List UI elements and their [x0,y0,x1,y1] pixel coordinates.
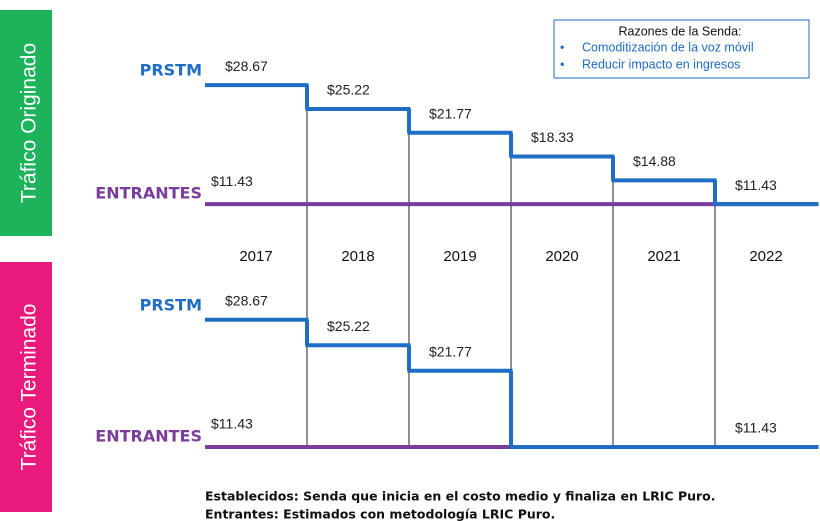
value-label: $25.22 [327,318,370,334]
annotation-item: Comoditización de la voz móvil [582,40,754,54]
panel-label: Tráfico Originado [18,43,41,203]
bullet: • [560,40,564,54]
series-label: ENTRANTES [95,184,202,203]
value-label: $11.43 [735,420,777,436]
annotation-title: Razones de la Senda: [618,24,741,38]
footer-note: Establecidos: Senda que inicia en el cos… [205,489,716,504]
value-label: $18.33 [531,129,574,145]
x-tick-label: 2019 [443,248,476,265]
series-label: PRSTM [140,61,202,80]
value-label: $21.77 [429,343,472,359]
value-label: $25.22 [327,82,370,98]
annotation-item: Reducir impacto en ingresos [582,57,740,71]
value-label: $11.43 [211,416,253,432]
value-label: $14.88 [633,153,676,169]
panel-label-box [0,262,52,512]
x-tick-label: 2020 [545,248,578,265]
value-label: $11.43 [735,177,777,193]
series-label: ENTRANTES [95,426,202,445]
panel-label-box [0,10,52,236]
series-label: PRSTM [140,295,202,314]
value-label: $11.43 [211,173,253,189]
x-tick-label: 2022 [749,248,782,265]
value-label: $21.77 [429,105,472,121]
value-label: $28.67 [225,293,268,309]
x-tick-label: 2018 [341,248,374,265]
value-label: $28.67 [225,58,268,74]
x-tick-label: 2021 [647,248,680,265]
bullet: • [560,57,564,71]
footer-note: Entrantes: Estimados con metodología LRI… [205,507,555,521]
x-tick-label: 2017 [239,248,272,265]
annotation-box [553,19,810,79]
panel-label: Tráfico Terminado [18,304,41,471]
